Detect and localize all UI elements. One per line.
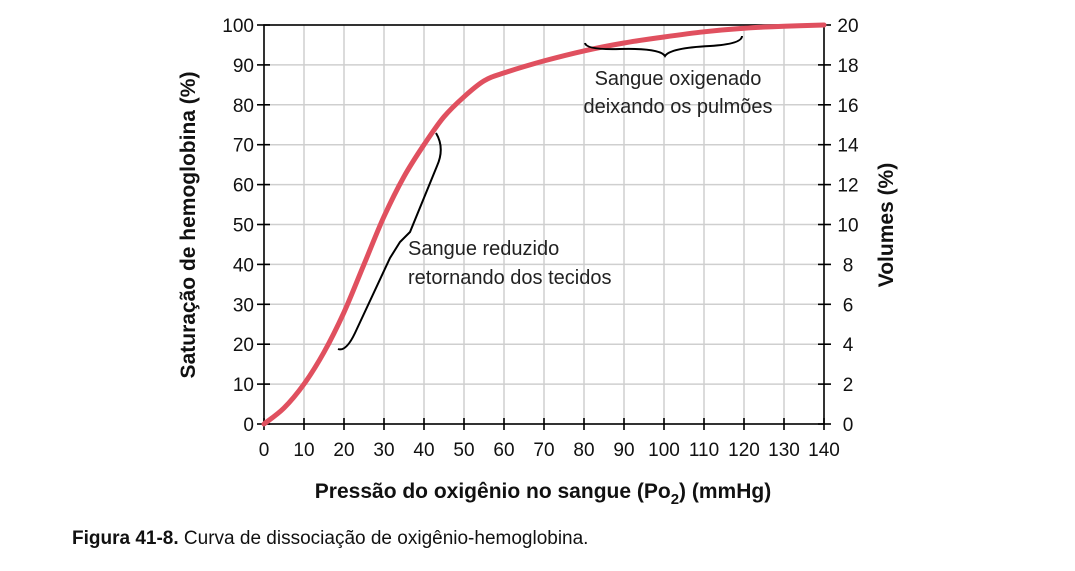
annotation-reduced-line-2: retornando dos tecidos	[408, 267, 611, 289]
y-tick-label-left: 50	[233, 216, 254, 237]
x-tick-label: 70	[533, 440, 554, 461]
y-tick-label-left: 30	[233, 295, 254, 316]
x-tick-label: 20	[333, 440, 354, 461]
y-axis-title-right: Volumes (%)	[875, 163, 898, 287]
ticks: 0 10 20 30 40 50 60 70 80 90 100 110 120 130 140010203…	[222, 16, 859, 461]
annotation-oxygenated-line-1: Sangue oxigenado	[595, 68, 762, 90]
y-tick-label-left: 10	[233, 375, 254, 396]
y-tick-label-right: 2	[843, 375, 854, 396]
annotation-reduced-line-1: Sangue reduzido	[408, 238, 559, 260]
x-tick-label: 80	[573, 440, 594, 461]
y-tick-label-right: 8	[843, 255, 854, 276]
x-tick-label: 140	[808, 440, 840, 461]
y-tick-label-left: 80	[233, 96, 254, 117]
x-tick-label: 30	[373, 440, 394, 461]
y-tick-label-right: 4	[843, 335, 854, 356]
x-tick-label: 120	[728, 440, 760, 461]
y-tick-label-right: 16	[837, 96, 858, 117]
x-tick-label: 100	[648, 440, 680, 461]
bracket-reduced	[337, 132, 442, 351]
chart: 0 10 20 30 40 50 60 70 80 90 100 110 120 130 140010203…	[177, 16, 898, 508]
x-tick-label: 90	[613, 440, 634, 461]
y-tick-label-right: 10	[837, 216, 858, 237]
x-axis-title: Pressão do oxigênio no sangue (Po2) (mmH…	[315, 480, 771, 508]
figure-caption-label: Figura 41-8.	[72, 528, 179, 549]
y-axis-title-left: Saturação de hemoglobina (%)	[177, 72, 200, 379]
y-tick-label-left: 70	[233, 136, 254, 157]
annotation-oxygenated-line-2: deixando os pulmões	[583, 96, 772, 118]
y-tick-label-right: 12	[837, 176, 858, 197]
y-tick-label-left: 40	[233, 255, 254, 276]
y-tick-label-right: 18	[837, 56, 858, 77]
x-tick-label: 60	[493, 440, 514, 461]
y-tick-label-left: 20	[233, 335, 254, 356]
y-tick-label-left: 0	[243, 415, 254, 436]
grid-lines	[264, 25, 824, 424]
y-tick-label-left: 90	[233, 56, 254, 77]
y-tick-label-right: 0	[843, 415, 854, 436]
x-tick-label: 50	[453, 440, 474, 461]
x-tick-label: 40	[413, 440, 434, 461]
y-tick-label-left: 60	[233, 176, 254, 197]
figure-caption-text: Curva de dissociação de oxigênio-hemoglo…	[178, 528, 589, 549]
x-tick-label: 110	[689, 440, 719, 461]
y-tick-label-right: 6	[843, 295, 854, 316]
y-tick-label-left: 100	[222, 16, 254, 37]
y-tick-label-right: 20	[837, 16, 858, 37]
bracket-oxygenated	[584, 35, 743, 58]
x-tick-label: 0	[259, 440, 270, 461]
x-tick-label: 10	[293, 440, 314, 461]
figure-caption: Figura 41-8. Curva de dissociação de oxi…	[72, 528, 588, 550]
x-tick-label: 130	[768, 440, 800, 461]
dissociation-curve	[261, 22, 827, 427]
y-tick-label-right: 14	[837, 136, 859, 157]
